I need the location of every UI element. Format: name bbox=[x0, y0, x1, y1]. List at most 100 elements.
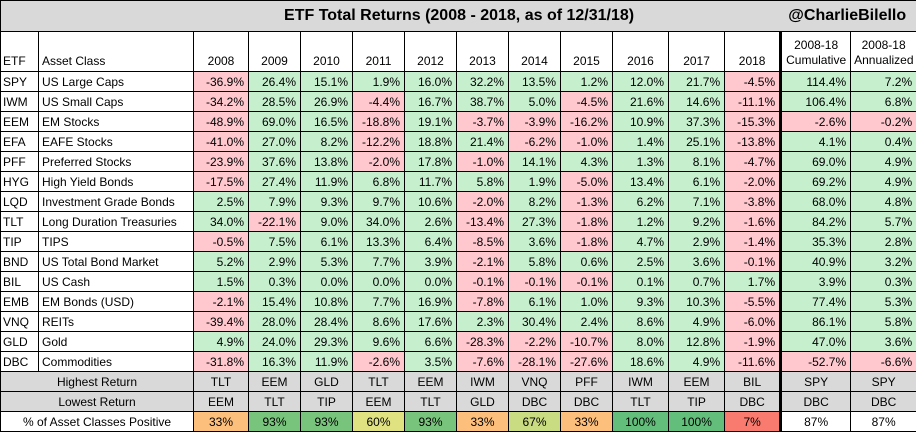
return-cell: 1.4% bbox=[612, 131, 669, 152]
annualized-return-cell: 4.9% bbox=[850, 151, 916, 172]
return-cell: 4.3% bbox=[560, 151, 613, 172]
cumulative-return-cell: 3.9% bbox=[779, 271, 852, 292]
cumulative-return-cell: -2.6% bbox=[779, 111, 852, 132]
return-cell: 1.2% bbox=[612, 211, 669, 232]
asset-class: TIPS bbox=[38, 231, 194, 252]
table-row: EFA EAFE Stocks -41.0% 27.0% 8.2% -12.2% 18.8%… bbox=[0, 131, 916, 152]
return-cell: 18.8% bbox=[404, 131, 457, 152]
return-cell: 16.9% bbox=[404, 291, 457, 312]
etf-ticker: SPY bbox=[0, 71, 39, 92]
return-cell: 0.0% bbox=[300, 271, 353, 292]
etf-ticker: EEM bbox=[0, 111, 39, 132]
return-cell: 2.9% bbox=[667, 231, 726, 252]
positive-pct-row-cell: 60% bbox=[352, 411, 405, 432]
highest-return-row-cell: TLT bbox=[193, 371, 249, 392]
table-row: IWM US Small Caps -34.2% 28.5% 26.9% -4.4% 16.… bbox=[0, 91, 916, 112]
etf-ticker: EFA bbox=[0, 131, 39, 152]
return-cell: 15.4% bbox=[248, 291, 301, 312]
return-cell: 10.6% bbox=[404, 191, 457, 212]
cumulative-return-cell: 47.0% bbox=[779, 331, 852, 352]
return-cell: 38.7% bbox=[456, 91, 509, 112]
return-cell: 7.5% bbox=[248, 231, 301, 252]
return-cell: 9.7% bbox=[352, 191, 405, 212]
annualized-return-cell: 0.4% bbox=[850, 131, 916, 152]
return-cell: 0.0% bbox=[352, 271, 405, 292]
annualized-return-cell: 4.9% bbox=[850, 171, 916, 192]
return-cell: 0.3% bbox=[248, 271, 301, 292]
asset-class: EAFE Stocks bbox=[38, 131, 194, 152]
return-cell: -1.8% bbox=[560, 211, 613, 232]
return-cell: 11.9% bbox=[300, 171, 353, 192]
etf-ticker: TIP bbox=[0, 231, 39, 252]
return-cell: 6.4% bbox=[404, 231, 457, 252]
return-cell: 10.9% bbox=[612, 111, 669, 132]
return-cell: -5.0% bbox=[560, 171, 613, 192]
return-cell: -39.4% bbox=[193, 311, 249, 332]
lowest-return-row-cell: DBC bbox=[779, 391, 852, 412]
positive-pct-row-label: % of Asset Classes Positive bbox=[0, 411, 194, 432]
highest-return-row-cell: GLD bbox=[300, 371, 353, 392]
return-cell: 8.6% bbox=[352, 311, 405, 332]
etf-ticker: VNQ bbox=[0, 311, 39, 332]
table-row: PFF Preferred Stocks -23.9% 37.6% 13.8% -2.0%… bbox=[0, 151, 916, 172]
cumulative-return-cell: 35.3% bbox=[779, 231, 852, 252]
return-cell: 7.9% bbox=[248, 191, 301, 212]
table-row: HYG High Yield Bonds -17.5% 27.4% 11.9% 6.8% 1… bbox=[0, 171, 916, 192]
return-cell: -13.4% bbox=[456, 211, 509, 232]
return-cell: 34.0% bbox=[193, 211, 249, 232]
positive-pct-row-cell: 87% bbox=[779, 411, 852, 432]
annualized-return-cell: 2.8% bbox=[850, 231, 916, 252]
return-cell: -48.9% bbox=[193, 111, 249, 132]
return-cell: 8.1% bbox=[667, 151, 726, 172]
return-cell: 2.5% bbox=[612, 251, 669, 272]
return-cell: 6.2% bbox=[612, 191, 669, 212]
return-cell: 19.1% bbox=[404, 111, 457, 132]
asset-class: EM Bonds (USD) bbox=[38, 291, 194, 312]
highest-return-row-cell: SPY bbox=[779, 371, 852, 392]
etf-ticker: DBC bbox=[0, 351, 39, 372]
return-cell: 29.3% bbox=[300, 331, 353, 352]
positive-pct-row-cell: 100% bbox=[667, 411, 726, 432]
return-cell: 3.5% bbox=[404, 351, 457, 372]
return-cell: 17.6% bbox=[404, 311, 457, 332]
return-cell: 8.2% bbox=[300, 131, 353, 152]
return-cell: 6.1% bbox=[667, 171, 726, 192]
header-year-2011: 2011 bbox=[352, 31, 405, 72]
return-cell: -41.0% bbox=[193, 131, 249, 152]
header-asset-class: Asset Class bbox=[38, 31, 194, 72]
return-cell: -28.1% bbox=[508, 351, 561, 372]
etf-ticker: IWM bbox=[0, 91, 39, 112]
return-cell: -16.2% bbox=[560, 111, 613, 132]
asset-class: Long Duration Treasuries bbox=[38, 211, 194, 232]
return-cell: 32.2% bbox=[456, 71, 509, 92]
header-annualized: 2008-18 Annualized bbox=[850, 31, 916, 72]
lowest-return-row-cell: EEM bbox=[193, 391, 249, 412]
return-cell: 28.5% bbox=[248, 91, 301, 112]
return-cell: -1.0% bbox=[456, 151, 509, 172]
return-cell: 8.2% bbox=[508, 191, 561, 212]
positive-pct-row-cell: 33% bbox=[560, 411, 613, 432]
return-cell: -0.5% bbox=[193, 231, 249, 252]
annualized-return-cell: 5.3% bbox=[850, 291, 916, 312]
return-cell: 28.0% bbox=[248, 311, 301, 332]
return-cell: 27.3% bbox=[508, 211, 561, 232]
table-row: VNQ REITs -39.4% 28.0% 28.4% 8.6% 17.6% 2.3% 30.… bbox=[0, 311, 916, 332]
return-cell: 27.0% bbox=[248, 131, 301, 152]
return-cell: -1.3% bbox=[560, 191, 613, 212]
return-cell: -23.9% bbox=[193, 151, 249, 172]
return-cell: 2.5% bbox=[193, 191, 249, 212]
lowest-return-row-cell: TLT bbox=[612, 391, 669, 412]
return-cell: -3.8% bbox=[724, 191, 782, 212]
table-row: BND US Total Bond Market 5.2% 2.9% 5.3% 7.7% 3… bbox=[0, 251, 916, 272]
return-cell: 26.4% bbox=[248, 71, 301, 92]
return-cell: 9.2% bbox=[667, 211, 726, 232]
header-year-2012: 2012 bbox=[404, 31, 457, 72]
return-cell: 24.0% bbox=[248, 331, 301, 352]
return-cell: 2.6% bbox=[404, 211, 457, 232]
return-cell: 34.0% bbox=[352, 211, 405, 232]
asset-class: US Cash bbox=[38, 271, 194, 292]
positive-pct-row: % of Asset Classes Positive 33% 93% 93% 60% 9… bbox=[0, 411, 916, 432]
return-cell: -27.6% bbox=[560, 351, 613, 372]
return-cell: 2.9% bbox=[248, 251, 301, 272]
